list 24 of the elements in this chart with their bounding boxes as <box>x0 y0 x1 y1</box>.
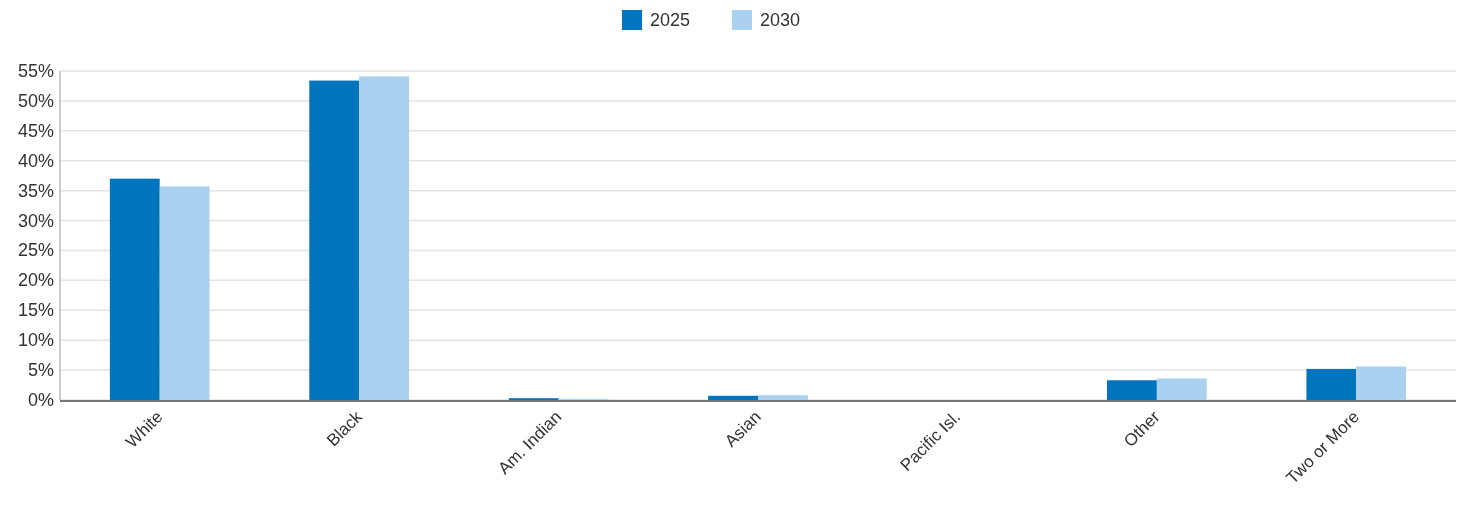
bar <box>708 395 758 400</box>
y-tick-label: 50% <box>17 90 54 111</box>
bar <box>1156 378 1207 400</box>
bar <box>359 76 409 400</box>
bar <box>1306 368 1357 400</box>
y-tick-label: 20% <box>17 270 54 291</box>
bar <box>758 395 808 400</box>
legend-label: 2030 <box>760 10 801 30</box>
y-tick-label: 30% <box>17 210 54 231</box>
bar <box>159 186 210 400</box>
bar <box>109 178 160 400</box>
y-tick-label: 35% <box>17 180 54 201</box>
y-tick-label: 5% <box>27 360 54 381</box>
y-tick-label: 45% <box>17 120 54 141</box>
y-tick-label: 40% <box>17 150 54 171</box>
y-tick-label: 0% <box>27 390 54 410</box>
bar <box>309 80 360 400</box>
y-tick-label: 55% <box>17 61 54 81</box>
y-tick-label: 10% <box>17 330 54 351</box>
bar <box>1107 380 1157 400</box>
y-tick-label: 25% <box>17 240 54 261</box>
bar <box>1356 366 1407 400</box>
y-tick-label: 15% <box>17 300 54 321</box>
legend-label: 2025 <box>650 10 691 30</box>
